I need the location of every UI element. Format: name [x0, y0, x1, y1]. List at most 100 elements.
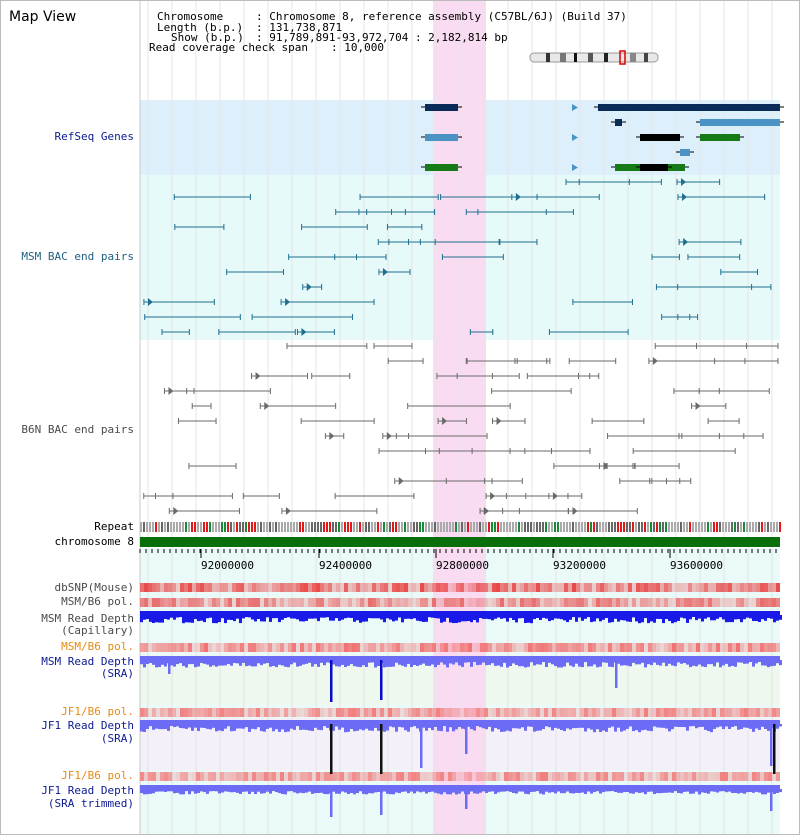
- jf1-b6-pol-cell: [504, 708, 508, 717]
- jf1-b6-pol2-cell: [140, 772, 144, 781]
- track-label-jf1-rd-trimmed-2: (SRA trimmed): [47, 797, 134, 810]
- msm-b6-pol-cell: [340, 598, 344, 607]
- msm-capillary-depth-bar: [491, 615, 494, 621]
- msm-sra-depth-bar: [665, 660, 668, 667]
- track-label-msm-rd-capillary-1[interactable]: MSM Read Depth: [41, 612, 134, 625]
- jf1-trimmed-depth-spike: [770, 789, 773, 811]
- repeat-block: [305, 522, 307, 532]
- msm-capillary-depth-bar: [467, 615, 470, 621]
- dbsnp-cell: [528, 583, 532, 592]
- track-label-msm-b6-pol-2[interactable]: MSM/B6 pol.: [61, 640, 134, 653]
- track-label-jf1-b6-pol[interactable]: JF1/B6 pol.: [61, 705, 134, 718]
- jf1-b6-pol-cell: [448, 708, 452, 717]
- msm-sra-depth-bar: [638, 660, 641, 665]
- msm-b6-pol-cell: [352, 598, 356, 607]
- repeat-block: [635, 522, 637, 532]
- jf1-sra-depth-bar: [698, 724, 701, 727]
- msm-capillary-depth-bar: [602, 615, 605, 620]
- repeat-block: [518, 522, 520, 532]
- msm-sra-depth-bar: [149, 660, 152, 663]
- msm-capillary-depth-bar: [365, 615, 368, 622]
- repeat-block: [251, 522, 253, 532]
- msm-b6-pol2-cell: [184, 643, 188, 652]
- jf1-b6-pol-cell: [540, 708, 544, 717]
- jf1-b6-pol-cell: [744, 708, 748, 717]
- track-label-b6n-bac[interactable]: B6N BAC end pairs: [21, 423, 134, 436]
- jf1-sra-depth-bar: [383, 724, 386, 732]
- msm-sra-depth-bar: [143, 660, 146, 668]
- jf1-b6-pol-cell: [440, 708, 444, 717]
- jf1-trimmed-depth-bar: [179, 789, 182, 795]
- jf1-b6-pol-cell: [300, 708, 304, 717]
- msm-sra-depth-bar: [449, 660, 452, 664]
- jf1-b6-pol2-cell: [148, 772, 152, 781]
- msm-capillary-depth-bar: [323, 615, 326, 618]
- msm-b6-pol-cell: [616, 598, 620, 607]
- jf1-sra-depth-bar: [731, 724, 734, 727]
- track-label-msm-rd-sra-1[interactable]: MSM Read Depth: [41, 655, 134, 668]
- track-label-msm-bac[interactable]: MSM BAC end pairs: [21, 250, 134, 263]
- msm-sra-depth-bar: [182, 660, 185, 666]
- msm-b6-pol-cell: [444, 598, 448, 607]
- jf1-trimmed-depth-bar: [143, 789, 146, 795]
- msm-b6-pol2-cell: [632, 643, 636, 652]
- msm-b6-pol2-cell: [476, 643, 480, 652]
- jf1-b6-pol2-cell: [572, 772, 576, 781]
- msm-sra-depth-bar: [389, 660, 392, 667]
- msm-b6-pol2-cell: [420, 643, 424, 652]
- msm-sra-depth-bar: [359, 660, 362, 668]
- jf1-b6-pol2-cell: [664, 772, 668, 781]
- msm-sra-depth-bar: [653, 660, 656, 663]
- msm-capillary-depth-bar: [224, 615, 227, 624]
- msm-sra-depth-bar: [269, 660, 272, 667]
- msm-capillary-depth-bar: [287, 615, 290, 618]
- jf1-sra-depth-bar: [227, 724, 230, 727]
- msm-sra-depth-bar: [491, 660, 494, 664]
- jf1-sra-depth-bar: [149, 724, 152, 727]
- track-label-repeat[interactable]: Repeat: [94, 520, 134, 533]
- msm-b6-pol2-cell: [224, 643, 228, 652]
- jf1-b6-pol2-cell: [360, 772, 364, 781]
- repeat-block: [143, 522, 145, 532]
- repeat-block: [395, 522, 397, 532]
- jf1-sra-depth-bar: [578, 724, 581, 728]
- msm-capillary-depth-bar: [242, 615, 245, 619]
- jf1-b6-pol2-cell: [476, 772, 480, 781]
- msm-sra-depth-bar: [758, 660, 761, 662]
- jf1-b6-pol2-cell: [232, 772, 236, 781]
- msm-b6-pol-cell: [640, 598, 644, 607]
- jf1-b6-pol-cell: [164, 708, 168, 717]
- jf1-b6-pol-cell: [580, 708, 584, 717]
- jf1-trimmed-depth-bar: [347, 789, 350, 794]
- jf1-sra-depth-bar: [347, 724, 350, 732]
- length-value: : 131,738,871: [256, 21, 343, 34]
- jf1-b6-pol2-cell: [728, 772, 732, 781]
- msm-capillary-depth-bar: [617, 615, 620, 622]
- msm-capillary-depth-bar: [395, 615, 398, 621]
- msm-sra-depth-bar: [386, 660, 389, 667]
- track-label-jf1-rd-trimmed-1[interactable]: JF1 Read Depth: [41, 784, 134, 797]
- repeat-block: [146, 522, 148, 532]
- repeat-block: [434, 522, 436, 532]
- jf1-sra-depth-bar: [368, 724, 371, 731]
- track-label-refseq[interactable]: RefSeq Genes: [54, 130, 134, 143]
- jf1-trimmed-depth-bar: [662, 789, 665, 793]
- track-label-msm-b6-pol[interactable]: MSM/B6 pol.: [61, 595, 134, 608]
- b6n-bac-pair-arrow: [386, 432, 392, 440]
- track-label-jf1-rd-sra-1[interactable]: JF1 Read Depth: [41, 719, 134, 732]
- jf1-sra-depth-bar: [476, 724, 479, 727]
- msm-capillary-depth-bar: [404, 615, 407, 619]
- jf1-trimmed-depth-bar: [392, 789, 395, 795]
- msm-b6-pol2-cell: [620, 643, 624, 652]
- msm-sra-depth-bar: [506, 660, 509, 668]
- msm-capillary-depth-bar: [518, 615, 521, 619]
- track-label-dbsnp[interactable]: dbSNP(Mouse): [54, 581, 134, 594]
- repeat-block: [749, 522, 751, 532]
- track-label-chromosome[interactable]: chromosome 8: [54, 535, 134, 548]
- msm-sra-depth-bar: [419, 660, 422, 665]
- repeat-block: [530, 522, 532, 532]
- track-label-jf1-b6-pol-2[interactable]: JF1/B6 pol.: [61, 769, 134, 782]
- msm-sra-depth-bar: [458, 660, 461, 666]
- jf1-sra-depth-bar: [644, 724, 647, 730]
